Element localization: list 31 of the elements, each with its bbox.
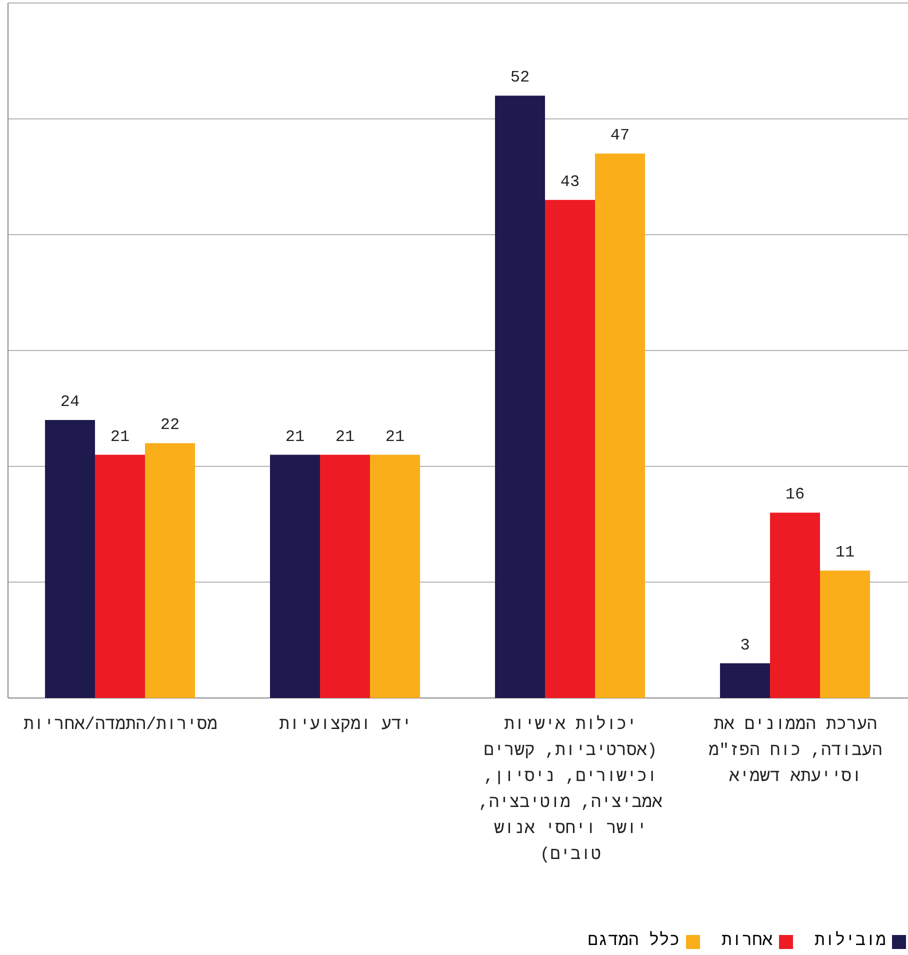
data-label: 21 xyxy=(335,428,355,446)
bar xyxy=(770,512,820,698)
bar xyxy=(45,420,95,698)
bar xyxy=(595,154,645,698)
legend-label: אחרות xyxy=(722,932,773,951)
data-label: 43 xyxy=(560,172,580,191)
bar xyxy=(270,454,320,698)
legend-label: כלל המדגם xyxy=(588,932,680,951)
data-label: 47 xyxy=(610,126,630,145)
x-tick-label: יכולות אישיות (אסרטיביות, קשרים וכישורים, ניסיון, אמביציה, מוטיבציה, יושר ויחסי אנוש טובים) xyxy=(478,714,664,867)
data-label: 11 xyxy=(835,544,855,562)
bar xyxy=(820,570,870,698)
data-label: 3 xyxy=(740,636,750,654)
data-label: 22 xyxy=(160,416,180,434)
data-label: 52 xyxy=(510,68,530,87)
bar xyxy=(720,663,770,698)
bar xyxy=(145,443,195,698)
bar xyxy=(370,454,420,698)
bar xyxy=(545,200,595,698)
x-tick-label: מסירות/התמדה/אחריות xyxy=(22,715,218,737)
data-label: 21 xyxy=(110,428,130,446)
x-tick-label: ידע ומקצועיות xyxy=(278,715,413,737)
data-label: 24 xyxy=(60,393,80,411)
data-label: 21 xyxy=(385,428,405,446)
data-label: 16 xyxy=(785,486,805,504)
data-label: 21 xyxy=(285,428,305,446)
x-tick-label: הערכת הממונים את העבודה, כוח הפז"מ וסייעתא דשמיא xyxy=(708,715,884,789)
legend-label: מובילות xyxy=(814,932,886,951)
bar xyxy=(320,454,370,698)
bar xyxy=(95,454,145,698)
bar xyxy=(495,96,545,698)
